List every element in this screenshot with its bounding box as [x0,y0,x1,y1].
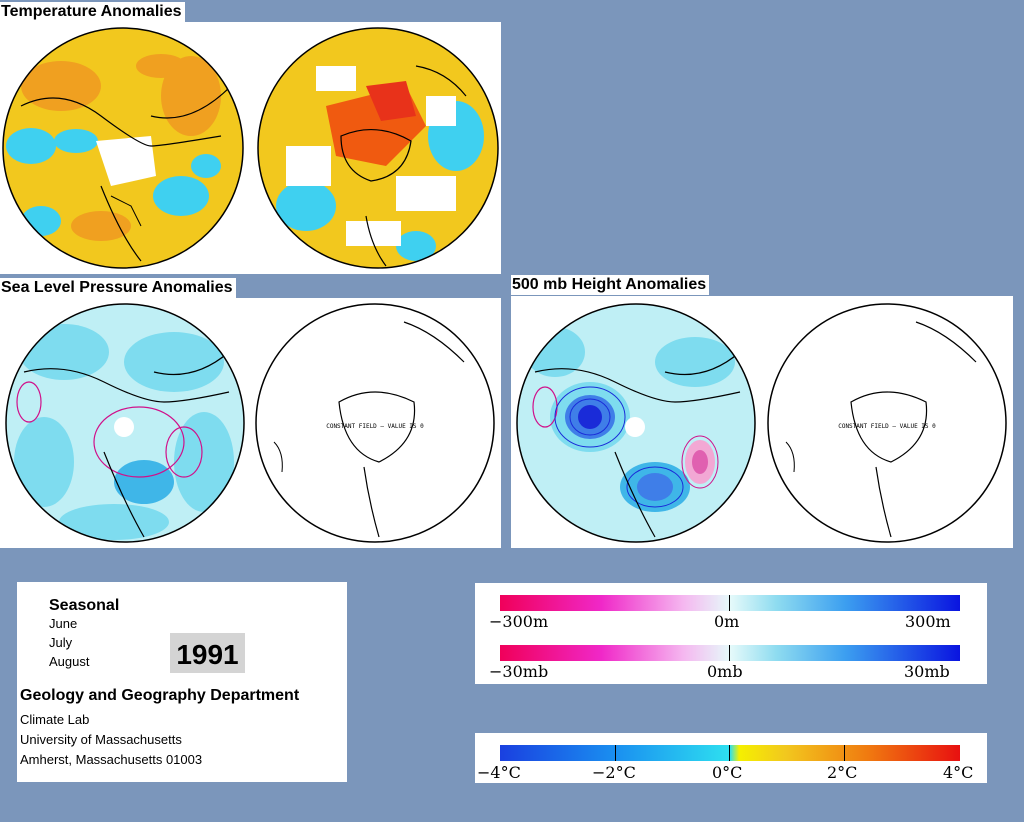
height-pressure-scale: −300m 0m 300m −30mb 0mb 30mb [475,583,987,684]
height500-globe-south: CONSTANT FIELD — VALUE IS 0 [767,303,1007,543]
month-june: June [49,616,78,631]
pressure-colorbar [500,645,960,661]
university-name: University of Massachusetts [20,732,182,747]
temperature-globe-north [2,27,244,269]
temp-scale-zero: 0°C [712,763,743,782]
info-box: Seasonal June July August 1991 Geology a… [17,582,347,782]
address-city: Amherst, Massachusetts 01003 [20,752,203,767]
height500-constant-field-text: CONSTANT FIELD — VALUE IS 0 [838,423,936,430]
season-heading: Seasonal [49,597,120,614]
temp-scale-minus2: −2°C [592,763,636,782]
temp-scale-plus4: 4°C [943,763,974,782]
slp-constant-field-text: CONSTANT FIELD — VALUE IS 0 [326,423,424,430]
slp-panel: CONSTANT FIELD — VALUE IS 0 [0,298,501,548]
temperature-title: Temperature Anomalies [0,2,185,22]
temperature-globe-south [257,27,499,269]
temp-scale-minus4: −4°C [477,763,521,782]
slp-globe-north [5,303,245,543]
temperature-colorbar [500,745,960,761]
month-august: August [49,654,90,669]
pressure-scale-right: 30mb [904,662,950,681]
height500-title: 500 mb Height Anomalies [511,275,710,295]
temperature-scale: −4°C −2°C 0°C 2°C 4°C [475,733,987,783]
pressure-scale-mid: 0mb [707,662,743,681]
height-colorbar [500,595,960,611]
temperature-panel [0,22,501,274]
height500-panel: CONSTANT FIELD — VALUE IS 0 [511,296,1013,548]
temp-scale-plus2: 2°C [827,763,858,782]
slp-globe-south: CONSTANT FIELD — VALUE IS 0 [255,303,495,543]
slp-title: Sea Level Pressure Anomalies [0,278,236,298]
height500-globe-north [516,303,756,543]
height-scale-left: −300m [489,612,549,631]
height-scale-right: 300m [905,612,951,631]
department-name: Geology and Geography Department [20,687,300,704]
height-scale-mid: 0m [714,612,740,631]
year-badge: 1991 [170,633,245,673]
lab-name: Climate Lab [20,712,90,727]
pressure-scale-left: −30mb [489,662,549,681]
month-july: July [49,635,73,650]
